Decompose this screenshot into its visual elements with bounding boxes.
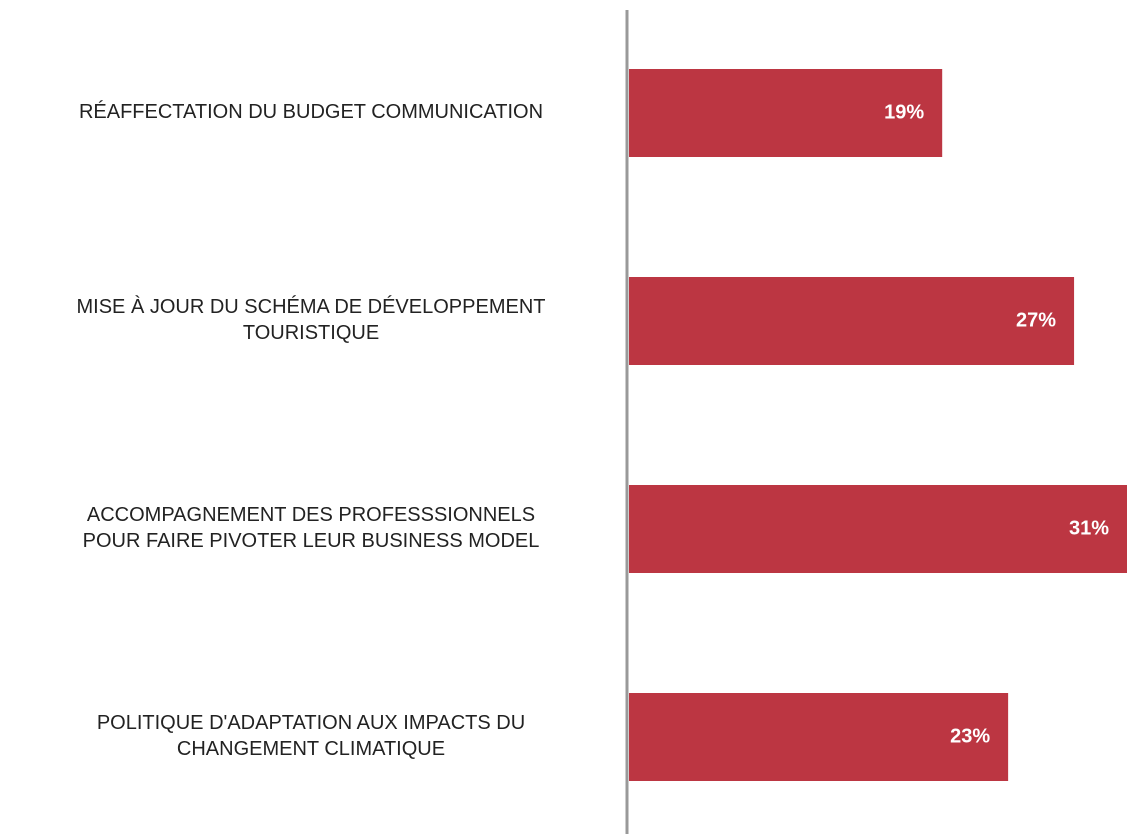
value-label: 31% — [1069, 517, 1109, 539]
bar — [629, 693, 1009, 781]
category-label: POLITIQUE D'ADAPTATION AUX IMPACTS DU CH… — [96, 712, 526, 760]
bar — [629, 485, 1127, 573]
bar — [629, 277, 1075, 365]
category-label: RÉAFFECTATION DU BUDGET COMMUNICATION — [78, 101, 544, 123]
value-label: 23% — [950, 725, 990, 747]
category-label: ACCOMPAGNEMENT DES PROFESSSIONNELS POUR … — [82, 504, 540, 552]
bar — [629, 69, 943, 157]
category-label: MISE À JOUR DU SCHÉMA DE DÉVELOPPEMENT T… — [76, 296, 546, 344]
value-label: 27% — [1016, 309, 1056, 331]
value-label: 19% — [884, 101, 924, 123]
